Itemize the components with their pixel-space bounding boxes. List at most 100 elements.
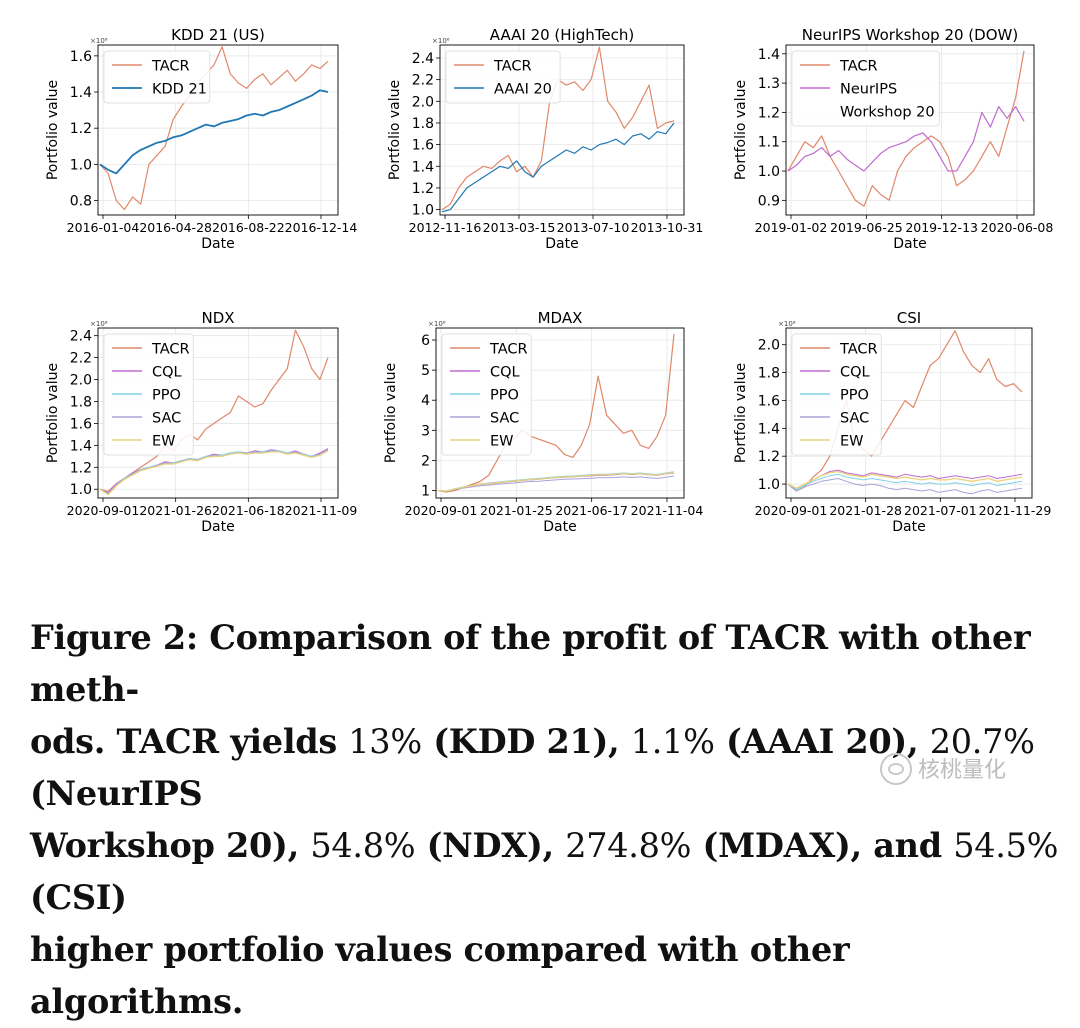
y-tick-label: 1.4 (412, 159, 434, 175)
y-tick-label: 2.4 (70, 329, 92, 345)
axis-scale-label: ×10⁶ (778, 320, 796, 328)
chart-title: CSI (897, 309, 921, 327)
chart-title: NDX (201, 309, 234, 327)
series-line-0 (99, 329, 329, 492)
legend-label: CQL (840, 365, 870, 381)
x-tick-label: 2021-11-29 (979, 503, 1052, 518)
figure-caption: Figure 2: Comparison of the profit of TA… (30, 612, 1060, 1028)
y-axis-label: Portfolio value (733, 80, 749, 180)
x-axis-label: Date (545, 236, 578, 252)
y-tick-label: 2.0 (70, 373, 92, 389)
x-tick-label: 2016-12-14 (285, 220, 358, 235)
series-line-0 (437, 333, 675, 493)
x-tick-label: 2019-12-13 (905, 220, 978, 235)
y-tick-label: 2.2 (70, 351, 92, 367)
y-tick-label: 2 (421, 453, 430, 469)
legend-label: TACR (489, 342, 528, 358)
x-tick-label: 2012-11-16 (409, 220, 482, 235)
y-tick-label: 4 (421, 393, 430, 409)
x-tick-label: 2016-04-28 (139, 220, 212, 235)
legend-label: EW (840, 434, 864, 450)
caption-percent-mdax: 274.8% (565, 826, 692, 865)
legend-label: TACR (839, 342, 878, 358)
y-tick-label: 1.0 (412, 203, 434, 219)
axis-scale-label: ×10⁶ (90, 320, 108, 328)
y-axis-label: Portfolio value (387, 80, 403, 180)
y-tick-label: 1.0 (70, 157, 92, 173)
axis-scale-label: ×10⁶ (90, 37, 108, 45)
y-tick-label: 2.2 (412, 73, 434, 89)
y-tick-label: 1.4 (758, 421, 780, 437)
legend-label: AAAI 20 (494, 82, 552, 98)
y-tick-label: 1.6 (70, 416, 92, 432)
series-line-1 (441, 122, 675, 213)
series-line-2 (787, 473, 1023, 491)
legend-label: KDD 21 (152, 82, 207, 98)
y-tick-label: 1.6 (70, 49, 92, 65)
y-tick-label: 1.0 (758, 477, 780, 493)
caption-text: (NeurIPS (30, 774, 203, 813)
legend-label: SAC (840, 411, 869, 427)
chart-title: AAAI 20 (HighTech) (490, 26, 634, 44)
watermark: 核桃量化 (880, 752, 1070, 792)
series-line-1 (99, 89, 329, 175)
watermark-text: 核桃量化 (918, 758, 1007, 783)
caption-percent-aaai: 1.1% (630, 722, 715, 761)
y-tick-label: 0.8 (70, 194, 92, 210)
legend-box (441, 333, 532, 456)
chart-title: KDD 21 (US) (171, 26, 265, 44)
y-tick-label: 1.4 (70, 438, 92, 454)
caption-percent-csi: 54.5% (953, 826, 1059, 865)
caption-text: ods. TACR yields (30, 722, 349, 761)
legend-label: TACR (151, 59, 190, 75)
legend-label: CQL (490, 365, 520, 381)
x-tick-label: 2016-08-22 (212, 220, 285, 235)
caption-text: (KDD 21), (421, 722, 631, 761)
y-tick-label: 1.2 (758, 449, 780, 465)
legend-label: PPO (490, 388, 519, 404)
x-tick-label: 2020-09-01 (67, 503, 140, 518)
x-axis-label: Date (892, 519, 925, 535)
series-line-4 (787, 470, 1023, 489)
x-axis-label: Date (201, 519, 234, 535)
legend-label: EW (490, 434, 514, 450)
y-tick-label: 1.2 (412, 181, 434, 197)
caption-line-4: higher portfolio values compared with ot… (30, 930, 850, 1021)
y-tick-label: 1.0 (70, 482, 92, 498)
y-tick-label: 5 (421, 363, 430, 379)
plot-frame (785, 327, 1033, 499)
y-axis-label: Portfolio value (45, 80, 61, 180)
y-tick-label: 1.4 (758, 47, 780, 63)
legend-label: NeurIPS (840, 82, 897, 98)
y-tick-label: 0.9 (758, 193, 780, 209)
series-line-3 (787, 478, 1023, 495)
x-tick-label: 2021-01-28 (829, 503, 902, 518)
y-tick-label: 1.3 (758, 76, 780, 92)
caption-percent-kdd: 13% (348, 722, 422, 761)
plot-frame (97, 44, 339, 216)
caption-percent-ndx: 54.8% (310, 826, 416, 865)
y-tick-label: 3 (421, 423, 430, 439)
plot-frame (785, 44, 1035, 216)
plot-frame (439, 44, 685, 216)
y-tick-label: 1.8 (412, 116, 434, 132)
y-tick-label: 1.6 (412, 138, 434, 154)
series-line-0 (99, 46, 329, 211)
chart-4: 1 2 3 4 5 6 2020-09-01 2021-01-25 2021-06-17 2021… (383, 309, 703, 535)
x-tick-label: 2020-09-01 (405, 503, 478, 518)
y-tick-label: 2.0 (758, 338, 780, 354)
x-tick-label: 2021-07-01 (904, 503, 977, 518)
y-tick-label: 1.2 (70, 121, 92, 137)
legend-label: SAC (490, 411, 519, 427)
y-tick-label: 1.4 (70, 85, 92, 101)
y-tick-label: 1 (421, 483, 430, 499)
x-axis-label: Date (201, 236, 234, 252)
legend-label: Workshop 20 (840, 105, 935, 121)
caption-text: Workshop 20), (30, 826, 311, 865)
y-tick-label: 1.2 (70, 460, 92, 476)
